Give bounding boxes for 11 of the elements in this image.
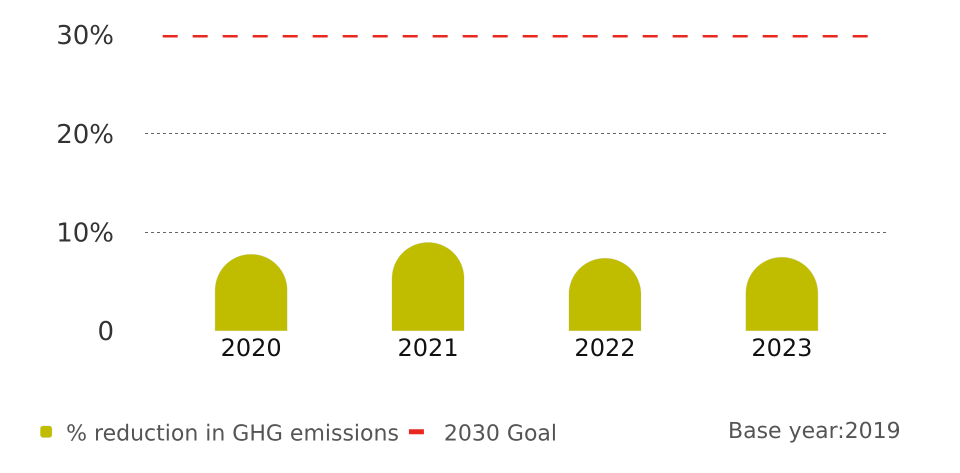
legend-label: 2030 Goal: [444, 421, 558, 446]
x-tick-label: 2022: [574, 334, 636, 362]
text: Base year:2019: [728, 419, 901, 444]
x-tick-label: 2020: [220, 334, 282, 362]
y-tick-label: 10%: [56, 218, 114, 248]
x-tick-label: 2021: [398, 334, 459, 362]
legend-label: % reduction in GHG emissions: [66, 421, 399, 446]
y-tick-label: 20%: [56, 120, 114, 150]
y-tick-label: 0: [97, 317, 114, 348]
x-tick-label: 2023: [751, 334, 812, 362]
y-tick-label: 30%: [56, 21, 114, 52]
